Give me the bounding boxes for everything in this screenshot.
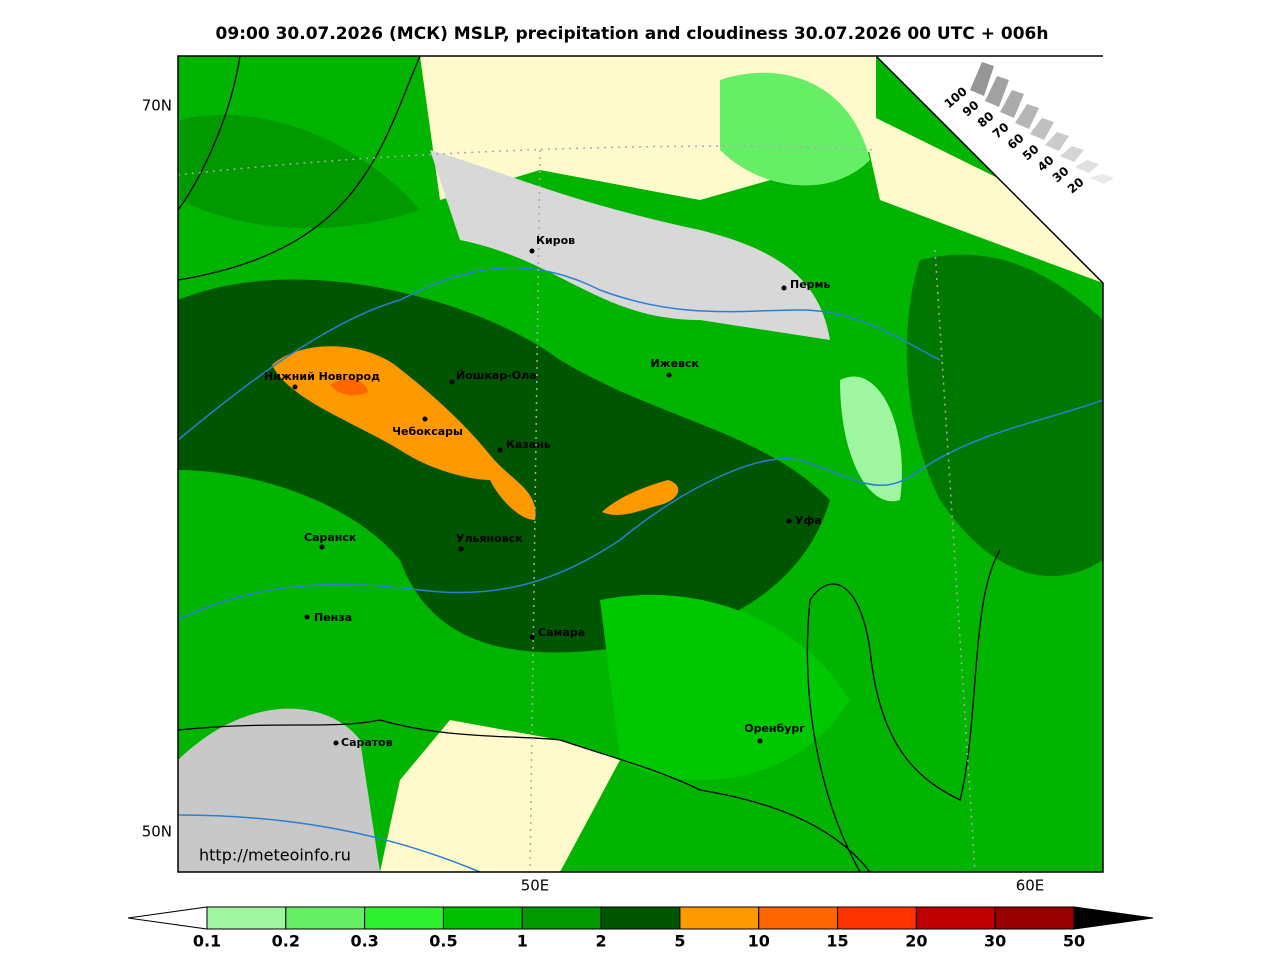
heavy-area	[906, 254, 1103, 577]
colorbar-label: 50	[1063, 932, 1085, 951]
city-dot	[304, 614, 310, 620]
precip-area	[330, 379, 368, 396]
cloud-swatch	[1090, 174, 1114, 184]
city-dot	[333, 740, 339, 746]
city-label: Пенза	[314, 611, 352, 624]
city-label: Саранск	[304, 531, 357, 544]
cloud-area	[178, 708, 380, 872]
city-label: Чебоксары	[392, 425, 463, 438]
cloud-swatch	[1000, 90, 1024, 118]
colorbar-label: 0.1	[193, 932, 221, 951]
isobar	[178, 399, 1103, 621]
city-label: Саратов	[341, 736, 393, 749]
colorbar-label: 30	[984, 932, 1006, 951]
city-dot	[319, 544, 325, 550]
city-dot	[529, 634, 535, 640]
colorbar-label: 2	[596, 932, 607, 951]
city-label: Уфа	[795, 514, 822, 527]
city-label: Йошкар-Ола	[456, 369, 537, 382]
city-label: Казань	[506, 438, 551, 451]
border	[178, 56, 421, 281]
isobar	[806, 549, 1001, 872]
colorbar-label: 0.2	[272, 932, 300, 951]
city-dot	[757, 738, 763, 744]
city-dot	[458, 546, 464, 552]
lat-label: 50N	[142, 823, 172, 841]
lon-label: 50E	[521, 877, 550, 895]
city-label: Ижевск	[650, 357, 699, 370]
city-label: Нижний Новгород	[264, 370, 380, 383]
isobar	[178, 266, 941, 441]
city-dot	[497, 447, 503, 453]
border	[178, 719, 871, 872]
cloud-label: 20	[1065, 175, 1087, 196]
lon-label: 60E	[1016, 877, 1045, 895]
city-label: Киров	[536, 234, 575, 247]
colorbar-label: 5	[674, 932, 685, 951]
graticule	[178, 145, 976, 872]
colorbar-over	[1073, 906, 1154, 930]
city-label: Оренбург	[744, 722, 805, 735]
lat-label: 70N	[142, 97, 172, 115]
title: 09:00 30.07.2026 (МСК) MSLP, precipitati…	[216, 24, 1049, 44]
colorbar-box	[915, 906, 996, 930]
cloud-swatch	[1045, 132, 1069, 151]
isobar	[178, 814, 481, 872]
cloud-area	[430, 150, 830, 340]
colorbar-label: 20	[905, 932, 927, 951]
city-dot	[422, 416, 428, 422]
colorbar-box	[758, 906, 839, 930]
colorbar-box	[600, 906, 681, 930]
cloud-swatch	[985, 76, 1009, 107]
light-area	[840, 376, 902, 502]
source-link: http://meteoinfo.ru	[199, 846, 351, 865]
city-dot	[529, 248, 535, 254]
dry-area	[380, 720, 620, 872]
cloud-swatch	[1015, 104, 1039, 129]
city-dot	[781, 285, 787, 291]
city-dot	[786, 518, 792, 524]
city-dot	[292, 384, 298, 390]
colorbar-label: 10	[748, 932, 770, 951]
colorbar-box	[206, 906, 287, 930]
cities: Киров Пермь Нижний Новгород Йошкар-Ола Ижевс…	[264, 234, 831, 749]
cloud-swatch	[1030, 118, 1054, 140]
colorbar-box	[837, 906, 917, 930]
colorbar-label: 15	[826, 932, 848, 951]
colorbar-label: 0.5	[429, 932, 457, 951]
colorbar-box	[364, 906, 444, 930]
city-dot	[449, 379, 455, 385]
colorbar-box	[679, 906, 760, 930]
colorbar-box	[285, 906, 366, 930]
city-label: Самара	[538, 626, 585, 639]
colorbar: 0.1 0.2 0.3 0.5 1 2 5 10 15 20 30 50	[127, 906, 1154, 951]
colorbar-label: 1	[517, 932, 528, 951]
cloud-swatch	[1060, 146, 1084, 162]
colorbar-under	[127, 906, 208, 930]
city-label: Ульяновск	[456, 532, 523, 545]
precip-area	[602, 480, 679, 515]
colorbar-box	[442, 906, 523, 930]
moderate-area	[600, 594, 850, 780]
cloud-swatch	[1075, 160, 1099, 173]
moderate-area	[180, 114, 420, 229]
colorbar-box	[521, 906, 602, 930]
light-area	[720, 72, 870, 186]
cloud-swatch	[970, 62, 994, 96]
colorbar-label: 0.3	[350, 932, 378, 951]
city-dot	[666, 372, 672, 378]
map-area	[178, 56, 1103, 872]
colorbar-box	[994, 906, 1075, 930]
city-label: Пермь	[790, 278, 831, 291]
map-frame	[177, 55, 1104, 873]
dry-area	[860, 110, 1103, 283]
